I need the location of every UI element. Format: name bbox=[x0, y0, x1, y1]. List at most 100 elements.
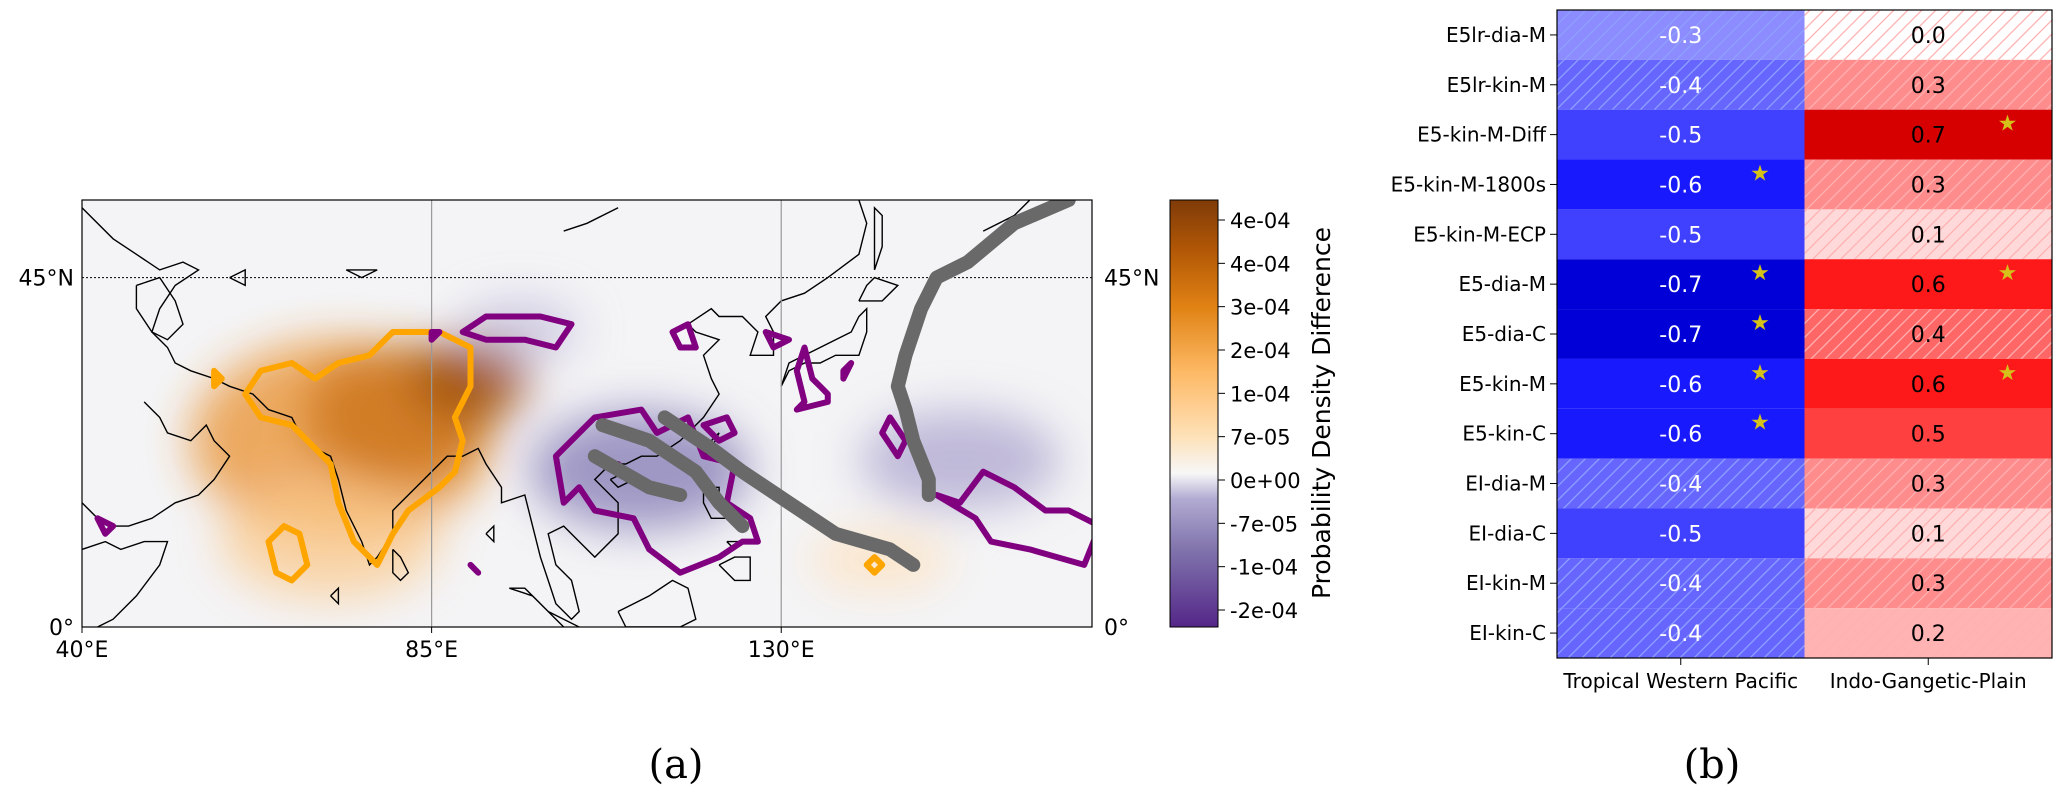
heatmap-cell-value: -0.5 bbox=[1659, 223, 1702, 248]
heatmap-cell-value: -0.5 bbox=[1659, 522, 1702, 547]
column-label: Tropical Western Pacific bbox=[1562, 669, 1798, 693]
heatmap-cell-value: -0.4 bbox=[1659, 74, 1702, 99]
heatmap-cell bbox=[1804, 358, 2052, 409]
heatmap-cell-value: -0.7 bbox=[1659, 323, 1702, 348]
heatmap-cell-hatch bbox=[1557, 458, 1805, 509]
map-frame bbox=[81, 199, 1093, 628]
positive-contour bbox=[265, 523, 311, 584]
significance-star: ★ bbox=[1750, 161, 1770, 186]
row-label: E5-kin-C bbox=[1462, 422, 1546, 446]
heatmap-cell-value: -0.6 bbox=[1659, 173, 1702, 198]
row-label: E5lr-kin-M bbox=[1447, 73, 1546, 97]
heatmap-cell-value: 0.7 bbox=[1911, 124, 1946, 149]
row-label: E5lr-dia-M bbox=[1446, 23, 1546, 47]
colorbar-tick-label: 2e-04 bbox=[1230, 339, 1291, 363]
heatmap-cell-hatch bbox=[1804, 508, 2052, 559]
negative-contour bbox=[94, 515, 117, 537]
positive-contour bbox=[242, 329, 474, 568]
heatmap-cell-hatch bbox=[1804, 59, 2052, 110]
negative-contour bbox=[467, 561, 482, 576]
row-label: E5-dia-C bbox=[1462, 322, 1546, 346]
heatmap-cell-value: -0.3 bbox=[1659, 24, 1702, 49]
colorbar-tick-label: -2e-04 bbox=[1230, 599, 1298, 623]
heatmap-cell-value: -0.4 bbox=[1659, 473, 1702, 498]
row-label: EI-kin-M bbox=[1466, 571, 1546, 595]
heatmap-cell bbox=[1557, 508, 1805, 559]
row-label: EI-kin-C bbox=[1469, 621, 1546, 645]
heatmap-cell-hatch bbox=[1557, 10, 1805, 60]
x-tick-label: 40°E bbox=[56, 638, 109, 663]
column-labels: Tropical Western Pacific Indo-Gangetic-Pl… bbox=[1562, 658, 2027, 693]
colorbar bbox=[1169, 199, 1219, 628]
heatmap-cell-value: 0.3 bbox=[1911, 572, 1946, 597]
row-label: E5-kin-M-1800s bbox=[1391, 172, 1546, 196]
y-tick-label-left: 45°N bbox=[19, 267, 74, 292]
x-tick-label: 85°E bbox=[405, 638, 458, 663]
colorbar-tick-label: -1e-04 bbox=[1230, 556, 1298, 580]
coastline-segment bbox=[82, 540, 169, 627]
row-label: E5-kin-M bbox=[1459, 372, 1546, 396]
negative-contour bbox=[933, 468, 1092, 568]
heatmap-cell-hatch bbox=[1804, 209, 2052, 260]
colorbar-tick-label: 0e+00 bbox=[1230, 469, 1301, 493]
x-tick-label: 130°E bbox=[748, 638, 815, 663]
heatmap-cell-value: -0.7 bbox=[1659, 273, 1702, 298]
heatmap-cell bbox=[1804, 259, 2052, 310]
positive-contour bbox=[211, 367, 225, 390]
heatmap-cell-value: -0.4 bbox=[1659, 572, 1702, 597]
heatmap-cell bbox=[1804, 408, 2052, 459]
coastline-segment bbox=[82, 401, 231, 527]
column-label: Indo-Gangetic-Plain bbox=[1830, 669, 2027, 693]
heatmap-frame bbox=[1556, 9, 2053, 659]
row-label: EI-dia-M bbox=[1465, 472, 1546, 496]
coastline-segment bbox=[135, 276, 184, 341]
significance-star: ★ bbox=[1998, 261, 2018, 286]
heatmap-cell-value: 0.5 bbox=[1911, 423, 1946, 448]
panel-a-label: (a) bbox=[648, 742, 703, 788]
heatmap-cell-value: 0.2 bbox=[1911, 622, 1946, 647]
heatmap-cells: -0.3 0.0 -0.4 0.3 -0.5 0.7 ★ -0.6 ★ 0.3 -0.5 0.1 -0.… bbox=[1557, 10, 2052, 658]
coastline-segment bbox=[229, 268, 246, 287]
heatmap-cell-value: 0.0 bbox=[1911, 24, 1946, 49]
negative-contour bbox=[762, 329, 792, 351]
storm-tracks bbox=[587, 200, 1076, 572]
row-label: EI-dia-C bbox=[1469, 521, 1546, 545]
row-labels: E5lr-dia-M E5lr-kin-M E5-kin-M-Diff E5-kin-… bbox=[1391, 23, 1557, 645]
heatmap-cell-value: 0.4 bbox=[1911, 323, 1946, 348]
colorbar-label: Probability Density Difference bbox=[1307, 227, 1336, 599]
heatmap-cell-value: -0.4 bbox=[1659, 622, 1702, 647]
storm-track bbox=[657, 410, 921, 572]
storm-track bbox=[890, 200, 1076, 502]
negative-contour bbox=[840, 360, 855, 382]
heatmap-cell-hatch bbox=[1804, 309, 2052, 359]
y-tick-label-left: 0° bbox=[49, 616, 74, 641]
colorbar-tick-label: 7e-05 bbox=[1230, 426, 1291, 450]
negative-blob-wnp bbox=[860, 410, 1060, 510]
significance-star: ★ bbox=[1750, 411, 1770, 436]
colorbar-tick-label: -7e-05 bbox=[1230, 512, 1298, 536]
heatmap-cell bbox=[1557, 209, 1805, 260]
y-tick-label-right: 0° bbox=[1104, 616, 1129, 641]
map-gridlines bbox=[82, 200, 1092, 627]
storm-track bbox=[587, 449, 688, 502]
significance-star: ★ bbox=[1750, 311, 1770, 336]
coastline-segment bbox=[485, 524, 495, 544]
significance-star: ★ bbox=[1998, 361, 2018, 386]
colorbar-ticks: 4e-04 4e-04 3e-04 2e-04 1e-04 7e-05 0e+00 -7e-0… bbox=[1218, 209, 1301, 623]
heatmap-cell bbox=[1804, 109, 2052, 160]
map-panel: 40°E 85°E 130°E 0° 45°N 0° 45°N 4e-04 4e-04 3e-0… bbox=[19, 199, 1336, 788]
colorbar-tick-label: 1e-04 bbox=[1230, 382, 1291, 406]
negative-contour bbox=[700, 414, 738, 444]
significance-star: ★ bbox=[1998, 112, 2018, 137]
heatmap-cell-value: 0.6 bbox=[1911, 273, 1946, 298]
coastline-segment bbox=[617, 579, 697, 627]
negative-contour bbox=[669, 321, 699, 351]
row-label: E5-dia-M bbox=[1458, 272, 1546, 296]
positive-contour bbox=[863, 554, 886, 576]
colorbar-tick-label: 4e-04 bbox=[1230, 209, 1291, 233]
map-ticks: 40°E 85°E 130°E 0° 45°N 0° 45°N bbox=[19, 267, 1160, 663]
significance-star: ★ bbox=[1750, 261, 1770, 286]
row-label: E5-kin-M-Diff bbox=[1417, 123, 1547, 147]
heatmap-cell-value: -0.5 bbox=[1659, 124, 1702, 149]
